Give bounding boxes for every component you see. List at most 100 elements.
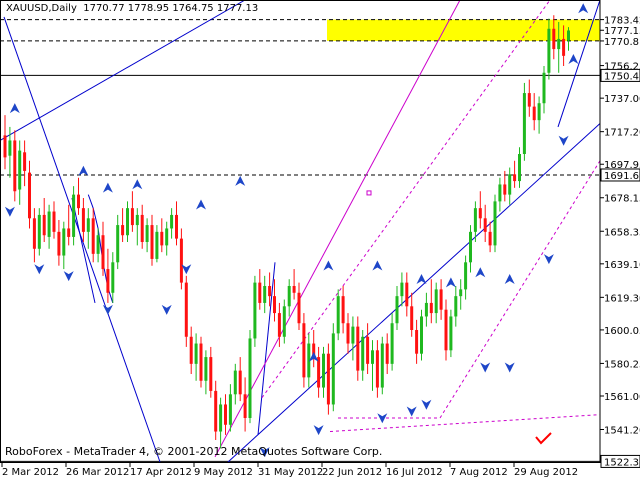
candle [522, 82, 526, 161]
candle-body [155, 231, 159, 259]
candle-body [28, 172, 31, 219]
candle-body [434, 289, 438, 314]
fractal-arrow-down-icon [259, 447, 270, 458]
candle [346, 313, 350, 354]
candle [228, 384, 232, 432]
candle-body [91, 218, 95, 254]
y-tick-label: 1783.42 [604, 16, 640, 27]
y-tick-label: 1522.34 [604, 457, 640, 468]
candle-body [351, 326, 355, 344]
candle-body [410, 306, 414, 330]
candle-body [140, 214, 144, 242]
candle [91, 208, 95, 263]
candle-body [459, 289, 463, 297]
candle-body [380, 343, 384, 388]
y-tick-label: 1678.15 [604, 194, 640, 205]
fractal-arrow-up-icon [504, 274, 515, 284]
candle [326, 343, 330, 415]
candle-body [567, 30, 570, 41]
trendline-0 [0, 0, 246, 141]
candle-body [464, 262, 468, 290]
candle [37, 208, 41, 256]
candle-body [258, 282, 262, 303]
fractal-arrow-down-icon [102, 304, 113, 315]
fractal-arrow-down-icon [313, 425, 324, 436]
candle-body [135, 214, 139, 226]
candle [459, 279, 463, 310]
candle [170, 208, 174, 239]
candle-body [346, 323, 350, 344]
level-lines-layer [0, 19, 600, 462]
y-tick-label: 1697.95 [604, 160, 640, 171]
candle [307, 333, 311, 388]
candle [219, 397, 223, 449]
candle [199, 336, 203, 388]
candle [189, 326, 193, 374]
candle-body [395, 296, 399, 324]
candle-body [331, 333, 335, 405]
fractal-arrow-down-icon [543, 254, 554, 265]
candle-body [263, 286, 267, 303]
candle-body [209, 357, 213, 391]
candle [331, 323, 335, 412]
candle [273, 279, 276, 322]
candle-body [469, 231, 472, 263]
y-tick-label: 1756.25 [604, 62, 640, 73]
candle-body [86, 218, 90, 232]
candle [513, 160, 517, 188]
checkmark-icon [535, 432, 552, 445]
candle-body [268, 286, 272, 297]
x-tick-label: 29 Aug 2012 [514, 467, 578, 478]
candle [420, 309, 423, 361]
fractal-arrow-up-icon [308, 351, 319, 362]
candle [424, 292, 428, 327]
candle [483, 204, 487, 242]
fractal-arrow-down-icon [480, 362, 491, 373]
candle [150, 214, 154, 266]
candle-body [282, 306, 286, 337]
candle-body [302, 323, 306, 378]
candle [518, 147, 521, 188]
candle [160, 218, 164, 253]
candle-body [336, 296, 340, 334]
candle [155, 225, 159, 263]
candle-body [444, 309, 448, 351]
candle-body [371, 350, 374, 364]
high-value: 1778.95 [127, 3, 170, 14]
x-tick-label: 2 Mar 2012 [2, 467, 59, 478]
fractal-arrow-down-icon [63, 271, 74, 282]
candle [336, 289, 340, 341]
candle-body [366, 336, 370, 364]
plot-frame [0, 0, 601, 463]
y-tick-label: 1770.81 [604, 37, 640, 48]
candle [473, 201, 477, 242]
candle [72, 186, 76, 246]
candle [547, 18, 551, 80]
candle-body [184, 282, 188, 337]
candle [204, 350, 208, 395]
candle-body [57, 231, 61, 256]
candle [175, 201, 178, 246]
candle-body [527, 93, 531, 107]
candle [184, 275, 188, 347]
candle-body [199, 343, 203, 381]
candle-body [116, 225, 120, 263]
fractal-arrow-up-icon [235, 175, 246, 186]
candle [302, 313, 306, 388]
candle [297, 282, 301, 330]
candle [454, 286, 458, 327]
fractal-arrow-up-icon [9, 103, 20, 114]
y-tick-label: 1737.00 [604, 94, 640, 105]
candle [126, 201, 129, 242]
candle [243, 377, 247, 432]
candle [258, 269, 262, 310]
candle [263, 275, 267, 314]
candle [248, 330, 252, 424]
x-tick-label: 9 May 2012 [194, 467, 253, 478]
candle [165, 221, 169, 256]
candle [356, 316, 360, 381]
candle-body [72, 194, 76, 237]
candle-body [547, 28, 551, 73]
candle [557, 22, 561, 73]
